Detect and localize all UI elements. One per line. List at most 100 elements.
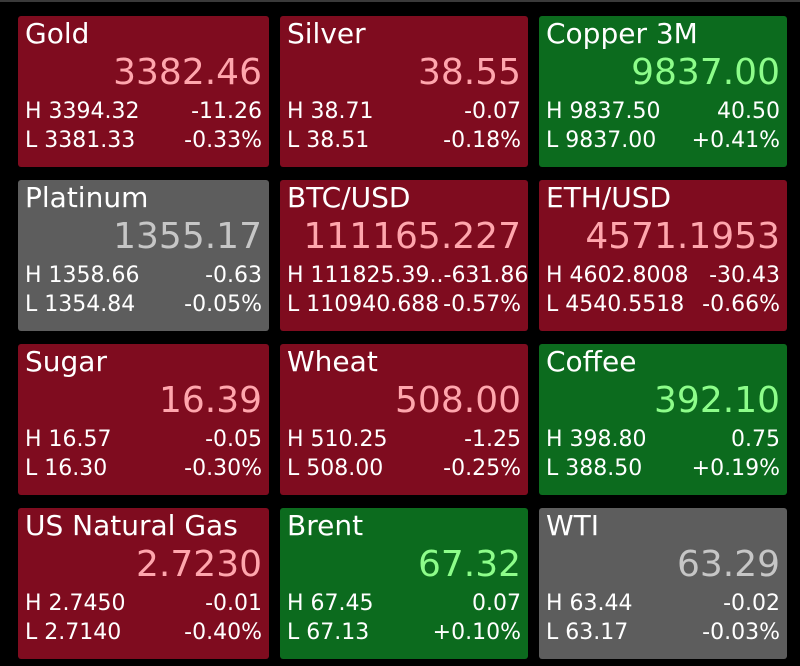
change-percent: -0.18% [443, 128, 521, 153]
change-value: -11.26 [191, 99, 262, 124]
last-price: 2.7230 [136, 544, 262, 585]
low-value: L 4540.5518 [546, 292, 685, 317]
change-value: -1.25 [464, 427, 521, 452]
low-row: L 1354.84 -0.05% [25, 291, 262, 319]
last-price: 9837.00 [631, 52, 780, 93]
top-divider [0, 0, 800, 2]
change-percent: -0.30% [184, 456, 262, 481]
low-value: L 110940.688 [287, 292, 440, 317]
high-row: H 9837.50 40.50 [546, 98, 780, 126]
high-value: H 16.57 [25, 427, 112, 452]
change-value: 0.07 [472, 591, 521, 616]
instrument-name: Sugar [25, 345, 107, 378]
change-percent: -0.03% [702, 620, 780, 645]
quote-tile-btc-usd[interactable]: BTC/USD 111165.227 H 111825.39.. -631.86… [280, 180, 528, 331]
low-value: L 16.30 [25, 456, 108, 481]
high-row: H 63.44 -0.02 [546, 590, 780, 618]
change-percent: -0.57% [443, 292, 521, 317]
high-row: H 16.57 -0.05 [25, 426, 262, 454]
high-value: H 510.25 [287, 427, 388, 452]
high-value: H 67.45 [287, 591, 374, 616]
instrument-name: Platinum [25, 181, 149, 214]
high-row: H 3394.32 -11.26 [25, 98, 262, 126]
low-row: L 508.00 -0.25% [287, 455, 521, 483]
low-row: L 9837.00 +0.41% [546, 127, 780, 155]
high-value: H 398.80 [546, 427, 647, 452]
low-row: L 4540.5518 -0.66% [546, 291, 780, 319]
quote-tile-wti[interactable]: WTI 63.29 H 63.44 -0.02 L 63.17 -0.03% [539, 508, 787, 659]
high-row: H 510.25 -1.25 [287, 426, 521, 454]
last-price: 67.32 [417, 544, 521, 585]
low-row: L 16.30 -0.30% [25, 455, 262, 483]
quote-tile-gold[interactable]: Gold 3382.46 H 3394.32 -11.26 L 3381.33 … [18, 16, 269, 167]
high-value: H 63.44 [546, 591, 633, 616]
high-row: H 38.71 -0.07 [287, 98, 521, 126]
change-value: -0.63 [205, 263, 262, 288]
low-value: L 1354.84 [25, 292, 136, 317]
low-value: L 38.51 [287, 128, 370, 153]
change-value: -0.02 [723, 591, 780, 616]
last-price: 392.10 [654, 380, 780, 421]
change-value: 0.75 [731, 427, 780, 452]
low-row: L 67.13 +0.10% [287, 619, 521, 647]
instrument-name: Silver [287, 17, 366, 50]
instrument-name: Copper 3M [546, 17, 698, 50]
change-percent: +0.10% [432, 620, 521, 645]
high-row: H 2.7450 -0.01 [25, 590, 262, 618]
high-value: H 111825.39.. [287, 263, 444, 288]
last-price: 3382.46 [113, 52, 262, 93]
instrument-name: Brent [287, 509, 364, 542]
instrument-name: WTI [546, 509, 600, 542]
low-row: L 110940.688 -0.57% [287, 291, 521, 319]
instrument-name: ETH/USD [546, 181, 672, 214]
change-value: -30.43 [709, 263, 780, 288]
instrument-name: BTC/USD [287, 181, 411, 214]
change-percent: +0.41% [691, 128, 780, 153]
low-row: L 2.7140 -0.40% [25, 619, 262, 647]
low-value: L 9837.00 [546, 128, 657, 153]
quote-tile-silver[interactable]: Silver 38.55 H 38.71 -0.07 L 38.51 -0.18… [280, 16, 528, 167]
low-value: L 2.7140 [25, 620, 122, 645]
high-row: H 67.45 0.07 [287, 590, 521, 618]
high-value: H 9837.50 [546, 99, 661, 124]
high-value: H 3394.32 [25, 99, 140, 124]
last-price: 1355.17 [113, 216, 262, 257]
quote-tile-platinum[interactable]: Platinum 1355.17 H 1358.66 -0.63 L 1354.… [18, 180, 269, 331]
change-value: -631.86 [443, 263, 529, 288]
low-row: L 63.17 -0.03% [546, 619, 780, 647]
change-value: 40.50 [717, 99, 780, 124]
change-percent: -0.40% [184, 620, 262, 645]
quote-tile-us-natural-gas[interactable]: US Natural Gas 2.7230 H 2.7450 -0.01 L 2… [18, 508, 269, 659]
change-value: -0.01 [205, 591, 262, 616]
change-value: -0.07 [464, 99, 521, 124]
quote-tile-brent[interactable]: Brent 67.32 H 67.45 0.07 L 67.13 +0.10% [280, 508, 528, 659]
quote-tile-coffee[interactable]: Coffee 392.10 H 398.80 0.75 L 388.50 +0.… [539, 344, 787, 495]
quote-tile-eth-usd[interactable]: ETH/USD 4571.1953 H 4602.8008 -30.43 L 4… [539, 180, 787, 331]
last-price: 111165.227 [303, 216, 521, 257]
high-value: H 2.7450 [25, 591, 126, 616]
low-row: L 38.51 -0.18% [287, 127, 521, 155]
low-row: L 3381.33 -0.33% [25, 127, 262, 155]
change-value: -0.05 [205, 427, 262, 452]
quote-tile-copper[interactable]: Copper 3M 9837.00 H 9837.50 40.50 L 9837… [539, 16, 787, 167]
instrument-name: Wheat [287, 345, 378, 378]
instrument-name: Coffee [546, 345, 637, 378]
high-value: H 4602.8008 [546, 263, 689, 288]
last-price: 38.55 [417, 52, 521, 93]
change-percent: -0.66% [702, 292, 780, 317]
low-value: L 3381.33 [25, 128, 136, 153]
last-price: 508.00 [395, 380, 521, 421]
instrument-name: US Natural Gas [25, 509, 238, 542]
change-percent: -0.25% [443, 456, 521, 481]
quote-tile-wheat[interactable]: Wheat 508.00 H 510.25 -1.25 L 508.00 -0.… [280, 344, 528, 495]
high-row: H 111825.39.. -631.86 [287, 262, 528, 290]
high-row: H 1358.66 -0.63 [25, 262, 262, 290]
change-percent: -0.33% [184, 128, 262, 153]
high-row: H 4602.8008 -30.43 [546, 262, 780, 290]
low-value: L 63.17 [546, 620, 629, 645]
high-row: H 398.80 0.75 [546, 426, 780, 454]
instrument-name: Gold [25, 17, 90, 50]
quote-tile-sugar[interactable]: Sugar 16.39 H 16.57 -0.05 L 16.30 -0.30% [18, 344, 269, 495]
low-value: L 388.50 [546, 456, 643, 481]
